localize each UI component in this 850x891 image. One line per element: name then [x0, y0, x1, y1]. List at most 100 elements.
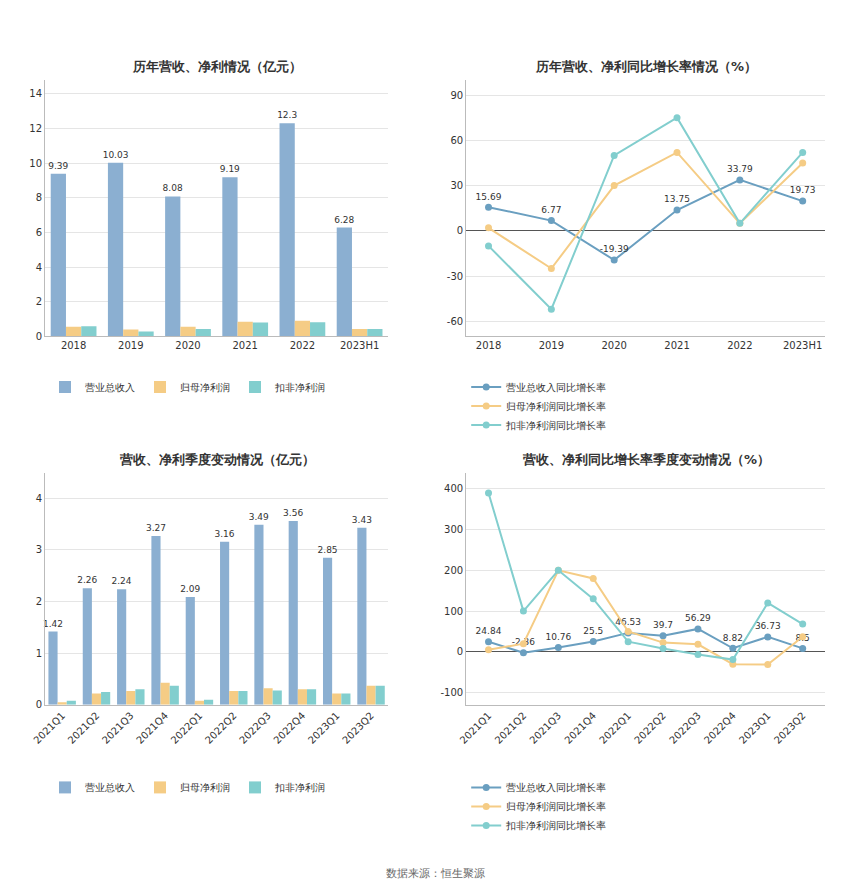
svg-text:3.16: 3.16 [214, 529, 234, 539]
svg-text:营收、净利同比增长率季度变动情况（%）: 营收、净利同比增长率季度变动情况（%） [522, 452, 770, 467]
svg-text:营业总收入同比增长率: 营业总收入同比增长率 [506, 782, 606, 793]
svg-text:2021Q3: 2021Q3 [527, 710, 563, 746]
svg-text:扣非净利润同比增长率: 扣非净利润同比增长率 [505, 820, 606, 831]
svg-text:营业总收入: 营业总收入 [85, 782, 135, 793]
svg-text:2021Q4: 2021Q4 [562, 710, 598, 746]
svg-text:2019: 2019 [539, 340, 564, 351]
svg-text:3.56: 3.56 [283, 508, 303, 518]
svg-text:0: 0 [36, 699, 42, 710]
svg-text:0: 0 [36, 331, 42, 342]
svg-text:2023H1: 2023H1 [340, 340, 379, 351]
svg-text:-19.39: -19.39 [600, 244, 629, 254]
svg-text:8: 8 [36, 192, 42, 203]
svg-text:-60: -60 [447, 316, 463, 327]
svg-text:2020: 2020 [601, 340, 626, 351]
svg-text:2.09: 2.09 [180, 584, 200, 594]
svg-text:扣非净利润同比增长率: 扣非净利润同比增长率 [505, 420, 606, 431]
svg-text:2021Q3: 2021Q3 [100, 710, 136, 746]
svg-text:2022Q2: 2022Q2 [632, 710, 668, 746]
svg-text:2.85: 2.85 [318, 545, 338, 555]
svg-text:营业总收入: 营业总收入 [85, 382, 135, 393]
svg-text:3.27: 3.27 [146, 523, 166, 533]
svg-text:400: 400 [444, 483, 463, 494]
svg-text:90: 90 [450, 90, 463, 101]
svg-text:2: 2 [36, 296, 42, 307]
svg-text:12: 12 [29, 123, 42, 134]
svg-text:33.79: 33.79 [727, 164, 753, 174]
svg-text:2022Q4: 2022Q4 [702, 710, 738, 746]
svg-text:13.75: 13.75 [664, 194, 690, 204]
svg-text:25.5: 25.5 [583, 626, 603, 636]
svg-text:9.39: 9.39 [48, 161, 68, 171]
svg-text:2023Q2: 2023Q2 [772, 710, 808, 746]
svg-text:2023Q2: 2023Q2 [340, 710, 376, 746]
svg-text:归母净利润: 归母净利润 [180, 782, 230, 793]
svg-text:2018: 2018 [61, 340, 86, 351]
svg-text:2019: 2019 [118, 340, 143, 351]
svg-text:0: 0 [457, 646, 463, 657]
svg-text:2021Q1: 2021Q1 [31, 710, 67, 746]
svg-text:2022Q4: 2022Q4 [272, 710, 308, 746]
svg-text:2020: 2020 [175, 340, 200, 351]
svg-text:2021: 2021 [232, 340, 257, 351]
svg-text:8.08: 8.08 [163, 183, 183, 193]
svg-text:-100: -100 [440, 687, 463, 698]
svg-text:36.73: 36.73 [755, 621, 781, 631]
svg-text:2022Q3: 2022Q3 [667, 710, 703, 746]
svg-text:归母净利润: 归母净利润 [180, 382, 230, 393]
svg-text:46.53: 46.53 [615, 617, 641, 627]
svg-text:10: 10 [29, 158, 42, 169]
svg-text:归母净利润同比增长率: 归母净利润同比增长率 [506, 801, 606, 812]
svg-text:-30: -30 [447, 271, 463, 282]
svg-text:56.29: 56.29 [685, 613, 711, 623]
svg-text:9.19: 9.19 [220, 164, 240, 174]
svg-text:3: 3 [36, 544, 42, 555]
svg-text:营业总收入同比增长率: 营业总收入同比增长率 [506, 382, 606, 393]
svg-text:2023Q1: 2023Q1 [737, 710, 773, 746]
svg-text:2023H1: 2023H1 [783, 340, 822, 351]
svg-text:10.76: 10.76 [545, 632, 571, 642]
svg-text:营收、净利季度变动情况（亿元）: 营收、净利季度变动情况（亿元） [119, 452, 315, 467]
svg-text:3.49: 3.49 [249, 512, 269, 522]
svg-text:8.5: 8.5 [796, 633, 810, 643]
svg-text:2021Q2: 2021Q2 [66, 710, 102, 746]
svg-text:2023Q1: 2023Q1 [306, 710, 342, 746]
svg-text:历年营收、净利同比增长率情况（%）: 历年营收、净利同比增长率情况（%） [535, 59, 757, 74]
svg-text:2021Q2: 2021Q2 [493, 710, 529, 746]
svg-text:2021Q4: 2021Q4 [134, 710, 170, 746]
svg-text:200: 200 [444, 565, 463, 576]
svg-text:30: 30 [450, 180, 463, 191]
svg-text:6.28: 6.28 [334, 215, 354, 225]
svg-text:-2.36: -2.36 [512, 637, 536, 647]
svg-text:4: 4 [36, 493, 42, 504]
svg-text:历年营收、净利情况（亿元）: 历年营收、净利情况（亿元） [132, 59, 302, 74]
svg-text:2021: 2021 [664, 340, 689, 351]
svg-text:1.42: 1.42 [43, 619, 63, 629]
svg-text:扣非净利润: 扣非净利润 [274, 382, 325, 393]
svg-text:2021Q1: 2021Q1 [458, 710, 494, 746]
svg-text:0: 0 [457, 225, 463, 236]
svg-text:60: 60 [450, 135, 463, 146]
svg-text:扣非净利润: 扣非净利润 [274, 782, 325, 793]
svg-text:2018: 2018 [476, 340, 501, 351]
svg-text:3.43: 3.43 [352, 515, 372, 525]
svg-text:15.69: 15.69 [476, 192, 502, 202]
svg-text:100: 100 [444, 606, 463, 617]
svg-text:2: 2 [36, 596, 42, 607]
svg-text:6: 6 [36, 227, 42, 238]
svg-text:2.24: 2.24 [111, 576, 131, 586]
svg-text:2022: 2022 [290, 340, 315, 351]
svg-text:数据来源：恒生聚源: 数据来源：恒生聚源 [386, 867, 485, 880]
svg-text:1: 1 [36, 648, 42, 659]
svg-text:2.26: 2.26 [77, 575, 97, 585]
svg-text:10.03: 10.03 [103, 150, 129, 160]
svg-text:300: 300 [444, 524, 463, 535]
svg-text:24.84: 24.84 [476, 626, 502, 636]
svg-text:2022Q2: 2022Q2 [203, 710, 239, 746]
svg-text:12.3: 12.3 [277, 110, 297, 120]
svg-text:2022Q3: 2022Q3 [237, 710, 273, 746]
svg-text:4: 4 [36, 262, 42, 273]
svg-text:39.7: 39.7 [653, 620, 673, 630]
svg-text:19.73: 19.73 [790, 185, 816, 195]
svg-text:归母净利润同比增长率: 归母净利润同比增长率 [506, 401, 606, 412]
